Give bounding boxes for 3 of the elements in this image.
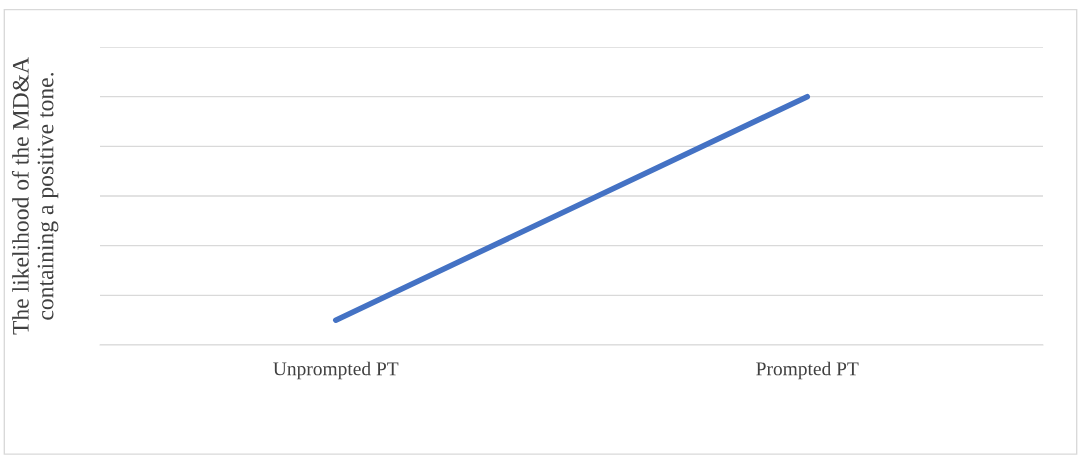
x-tick-label: Prompted PT [756, 361, 859, 380]
x-tick-label: Unprompted PT [273, 361, 399, 380]
y-axis-title: The likelihood of the MD&A containing a positive tone. [11, 57, 59, 335]
